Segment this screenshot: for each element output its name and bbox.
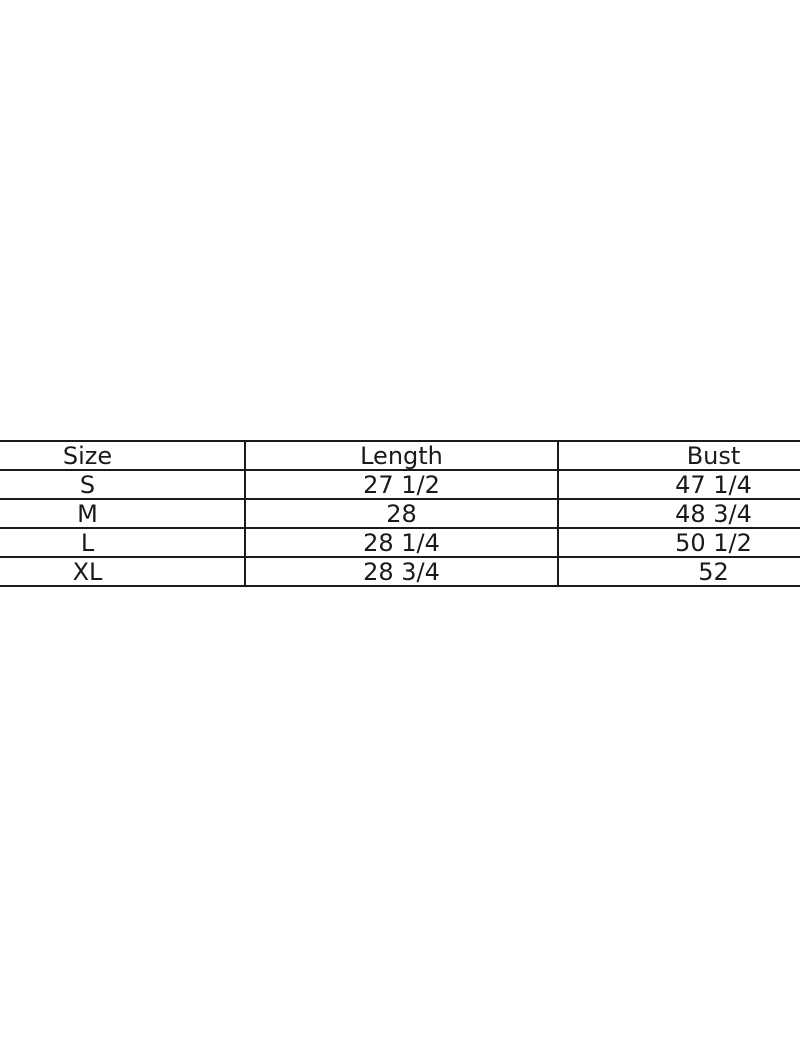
table-cell: L: [0, 527, 246, 558]
table-cell: 28 3/4: [244, 556, 559, 587]
header-cell: Length: [244, 440, 559, 471]
table-row: L 28 1/4 50 1/2: [0, 527, 800, 558]
table-cell: 27 1/2: [244, 469, 559, 500]
table-cell: 28 1/4: [244, 527, 559, 558]
table-cell: 52: [557, 556, 800, 587]
table-cell: 50 1/2: [557, 527, 800, 558]
table-cell: S: [0, 469, 246, 500]
table-row: M 28 48 3/4: [0, 498, 800, 529]
table-cell: 48 3/4: [557, 498, 800, 529]
header-row: Size Length Bust: [0, 440, 800, 471]
header-cell: Size: [0, 440, 246, 471]
table-row: XL 28 3/4 52: [0, 556, 800, 587]
size-chart-table: Size Length Bust S 27 1/2 47 1/4 M 28 48 3/4 L 28 …: [0, 440, 800, 587]
header-cell: Bust: [557, 440, 800, 471]
table-cell: M: [0, 498, 246, 529]
table-cell: XL: [0, 556, 246, 587]
table-cell: 28: [244, 498, 559, 529]
table-cell: 47 1/4: [557, 469, 800, 500]
table-row: S 27 1/2 47 1/4: [0, 469, 800, 500]
